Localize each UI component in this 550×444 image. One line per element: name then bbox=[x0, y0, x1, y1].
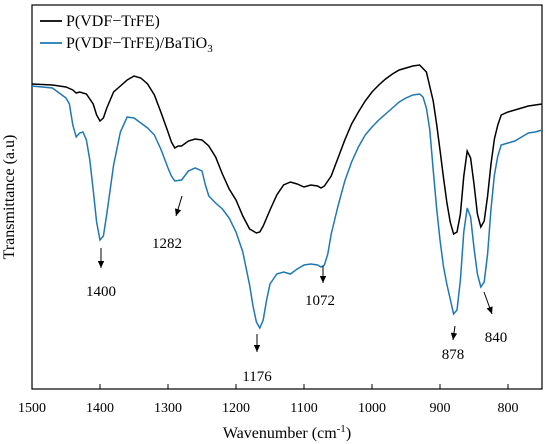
annotation-arrowhead-1282 bbox=[174, 208, 182, 216]
annotation-label-1400: 1400 bbox=[86, 284, 116, 300]
annotation-arrowhead-840 bbox=[486, 306, 493, 314]
annotations: 1400 1282 1176 1072 878 840 bbox=[86, 195, 508, 385]
annotation-arrowhead-878 bbox=[450, 332, 458, 340]
legend-label-1: P(VDF−TrFE) bbox=[66, 13, 160, 30]
annotation-label-1282: 1282 bbox=[152, 236, 182, 252]
x-tick-label: 800 bbox=[498, 401, 519, 416]
x-tick-label: 900 bbox=[430, 401, 451, 416]
y-axis-title: Transmittance (a.u) bbox=[1, 135, 18, 260]
annotation-label-1072: 1072 bbox=[305, 293, 335, 309]
series-layer bbox=[31, 64, 543, 330]
x-ticks: 1500 1400 1300 1200 1100 1000 900 800 bbox=[18, 384, 519, 416]
annotation-label-840: 840 bbox=[485, 330, 508, 346]
annotation-arrowhead-1400 bbox=[97, 261, 105, 268]
series-line-2 bbox=[31, 85, 543, 330]
x-tick-label: 1500 bbox=[18, 401, 46, 416]
annotation-arrowhead-1176 bbox=[253, 345, 261, 352]
x-tick-label: 1200 bbox=[222, 401, 250, 416]
legend: P(VDF−TrFE) P(VDF−TrFE)/BaTiO3 bbox=[40, 13, 213, 55]
series-line-1 bbox=[31, 64, 543, 236]
x-tick-label: 1100 bbox=[290, 401, 317, 416]
plot-frame bbox=[31, 4, 543, 390]
x-tick-label: 1300 bbox=[154, 401, 182, 416]
annotation-label-1176: 1176 bbox=[242, 369, 272, 385]
legend-label-2: P(VDF−TrFE)/BaTiO3 bbox=[66, 35, 213, 55]
annotation-arrowhead-1072 bbox=[319, 276, 327, 283]
x-tick-label: 1000 bbox=[358, 401, 386, 416]
annotation-label-878: 878 bbox=[442, 347, 465, 363]
x-axis-title: Wavenumber (cm-1) bbox=[223, 423, 351, 442]
x-tick-label: 1400 bbox=[86, 401, 114, 416]
